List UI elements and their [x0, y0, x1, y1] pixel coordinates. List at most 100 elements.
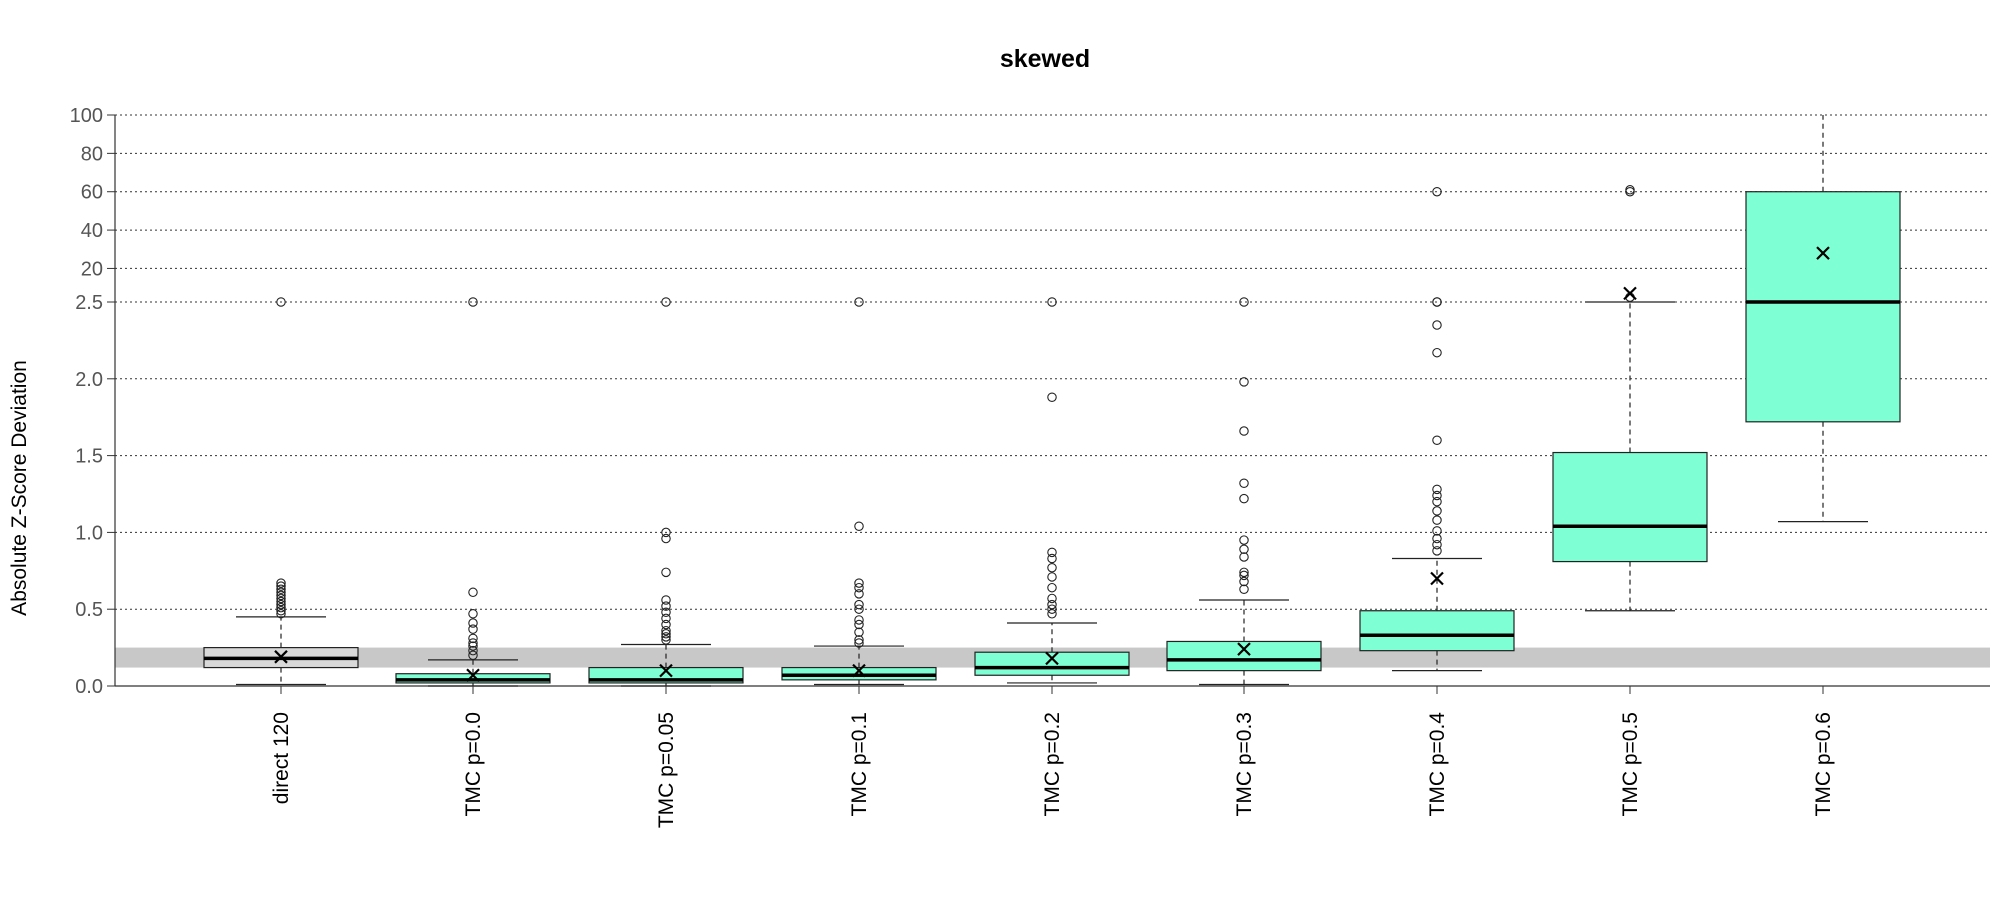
x-tick-label: TMC p=0.1 [848, 712, 871, 816]
outlier-point [854, 578, 864, 588]
outlier-point [1432, 320, 1442, 330]
outlier-point [1432, 506, 1442, 516]
outlier-point [1625, 185, 1635, 195]
y-tick-label: 0.5 [75, 599, 103, 621]
outlier-point [276, 609, 286, 619]
outlier-point [661, 629, 671, 639]
x-tick-label: TMC p=0.2 [1041, 712, 1064, 816]
mean-marker [659, 663, 673, 678]
y-axis-label: Absolute Z-Score Deviation [8, 360, 31, 616]
outlier-point [854, 615, 864, 625]
box-iqr [1745, 191, 1901, 423]
box-group [1745, 115, 1901, 523]
outlier-point [1047, 609, 1057, 619]
outlier-point [1239, 570, 1249, 581]
x-tick-label: TMC p=0.4 [1426, 712, 1449, 817]
y-tick-label: 40 [81, 220, 103, 242]
outlier-point [468, 641, 478, 651]
outlier-point [276, 599, 286, 610]
box-group [588, 297, 744, 687]
outlier-point [661, 625, 671, 636]
mean-marker [274, 650, 288, 664]
outlier-point [661, 533, 671, 544]
y-tick-label: 80 [81, 143, 103, 165]
grid-layer [115, 114, 1990, 610]
outlier-point [1047, 562, 1057, 573]
outlier-point [661, 567, 671, 578]
x-tick-label: TMC p=0.3 [1233, 712, 1256, 816]
outlier-point [1239, 493, 1249, 504]
outlier-point [1239, 576, 1249, 587]
mean-marker [1237, 642, 1251, 656]
outlier-point [1239, 567, 1249, 578]
chart-title: skewed [1000, 45, 1090, 73]
mean-marker [852, 663, 866, 678]
outlier-point [661, 601, 671, 611]
x-tick-labels: direct 120 TMC p=0.0 TMC p=0.05 TMC p=0.1 TM… [270, 686, 1835, 828]
mean-marker [1623, 286, 1637, 301]
y-tick-label: 20 [81, 258, 103, 280]
outlier-point [854, 589, 864, 599]
y-tick-label: 1.0 [75, 522, 103, 544]
outlier-point [1432, 490, 1442, 501]
outlier-point [468, 609, 478, 619]
outlier-point [661, 297, 671, 307]
outlier-point [1047, 297, 1057, 307]
outlier-point [854, 619, 864, 630]
outlier-point [468, 645, 478, 656]
box-group [781, 297, 937, 686]
outlier-point [468, 624, 478, 634]
outlier-point [1239, 552, 1249, 562]
outlier-point [1047, 604, 1057, 614]
outlier-point [854, 635, 864, 645]
box-group [203, 297, 359, 686]
outlier-point [1432, 484, 1442, 495]
box-group [1359, 186, 1515, 672]
outlier-point [1047, 547, 1057, 558]
box-iqr [1552, 451, 1708, 563]
outlier-point [276, 578, 286, 588]
box-iqr [1166, 640, 1322, 672]
box-group [1166, 297, 1322, 686]
y-tick-label: 1.5 [75, 446, 103, 468]
outlier-point [1047, 593, 1057, 604]
outlier-point [1239, 426, 1249, 436]
y-tick-label: 2.0 [75, 369, 103, 391]
outlier-point [276, 602, 286, 613]
outlier-point [1239, 377, 1249, 387]
outlier-point [1239, 535, 1249, 545]
mean-marker [1816, 246, 1830, 260]
outlier-point [468, 618, 478, 628]
outlier-point [1432, 526, 1442, 536]
x-tick-label: TMC p=0.6 [1812, 712, 1835, 816]
outlier-point [1047, 582, 1057, 593]
y-tick-label: 0.0 [75, 676, 103, 698]
y-tick-label: 2.5 [75, 292, 103, 314]
outlier-point [661, 632, 671, 642]
outlier-point [854, 599, 864, 610]
mean-marker [1045, 651, 1059, 666]
outlier-point [1239, 544, 1249, 555]
y-tick-label: 100 [70, 105, 103, 127]
outlier-point [276, 587, 286, 598]
outlier-point [661, 595, 671, 605]
outlier-point [276, 581, 286, 591]
outlier-point [276, 596, 286, 607]
outlier-point [1432, 435, 1442, 445]
outlier-point [1432, 186, 1442, 197]
outlier-point [661, 613, 671, 624]
outlier-point [468, 638, 478, 648]
x-tick-label: direct 120 [270, 712, 293, 804]
outlier-point [1047, 599, 1057, 610]
box-group [974, 297, 1130, 684]
outlier-point [854, 604, 864, 614]
box-layer [203, 115, 1901, 687]
outlier-point [1047, 392, 1057, 402]
outlier-point [854, 582, 864, 593]
outlier-point [1239, 584, 1249, 594]
box-group [395, 297, 551, 687]
outlier-point [661, 527, 671, 538]
outlier-point [1432, 347, 1442, 358]
outlier-point [1432, 515, 1442, 525]
